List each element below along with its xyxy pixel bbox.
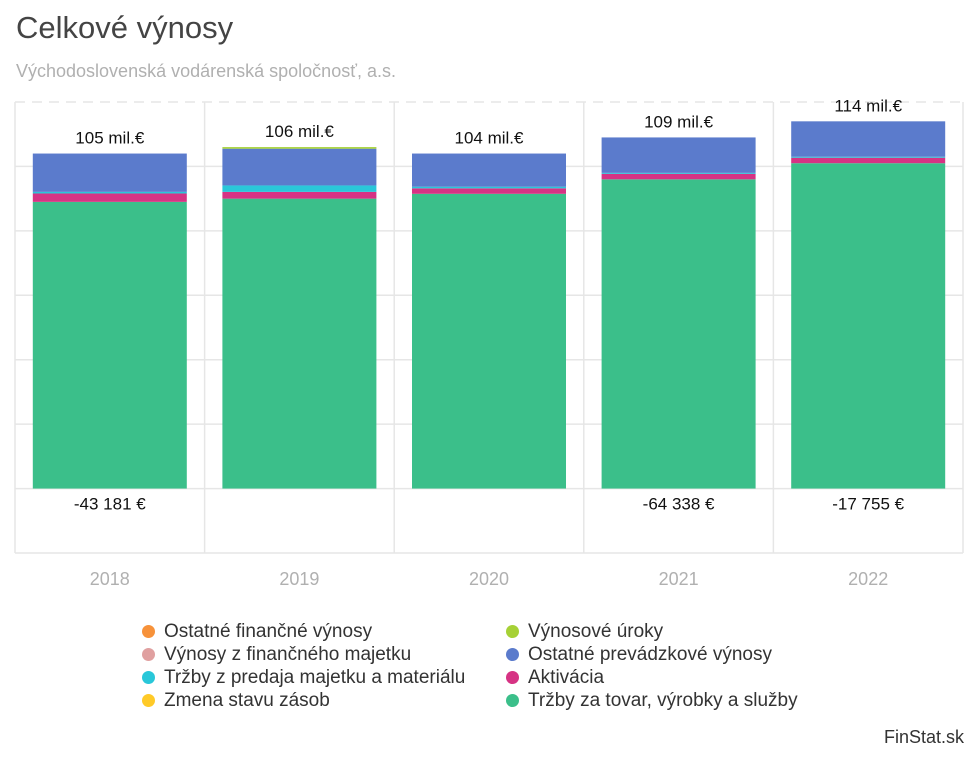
- bar-total-label: 104 mil.€: [455, 129, 525, 148]
- legend-item[interactable]: Tržby z predaja majetku a materiálu: [142, 666, 506, 689]
- bar-segment: [222, 191, 377, 199]
- legend-dot-icon: [142, 694, 155, 707]
- bar-total-label: 109 mil.€: [644, 112, 714, 131]
- legend-dot-icon: [142, 648, 155, 661]
- legend-item[interactable]: Výnosy z finančného majetku: [142, 643, 506, 666]
- bar-segment: [601, 173, 756, 180]
- bar-total-label: 105 mil.€: [75, 129, 145, 148]
- bar-segment: [412, 193, 566, 489]
- chart-title: Celkové výnosy: [16, 10, 234, 45]
- bar-segment: [791, 121, 946, 157]
- x-tick-label: 2020: [469, 569, 509, 589]
- bar-segment: [791, 157, 946, 164]
- negative-value-label: -64 338 €: [643, 495, 715, 514]
- legend-item[interactable]: Výnosové úroky: [506, 620, 836, 643]
- bar-segment: [601, 172, 756, 174]
- negative-value-label: -43 181 €: [74, 495, 146, 514]
- legend-item[interactable]: Aktivácia: [506, 666, 836, 689]
- bar-segment: [791, 156, 946, 158]
- legend-item[interactable]: Tržby za tovar, výrobky a služby: [506, 689, 836, 712]
- x-tick-label: 2022: [848, 569, 888, 589]
- legend-label: Tržby za tovar, výrobky a služby: [528, 689, 798, 711]
- legend-dot-icon: [506, 648, 519, 661]
- bar-segment: [222, 148, 377, 186]
- bar-segment: [32, 191, 187, 194]
- legend-label: Zmena stavu zásob: [164, 689, 330, 711]
- legend-label: Aktivácia: [528, 666, 605, 688]
- legend-label: Výnosové úroky: [528, 620, 664, 642]
- legend-dot-icon: [142, 671, 155, 684]
- x-tick-label: 2021: [659, 569, 699, 589]
- bar-segment: [32, 201, 187, 489]
- bar-segment: [222, 185, 377, 192]
- legend-label: Ostatné prevádzkové výnosy: [528, 643, 772, 665]
- legend-item[interactable]: Zmena stavu zásob: [142, 689, 506, 712]
- legend-label: Tržby z predaja majetku a materiálu: [164, 666, 466, 688]
- chart-subtitle: Východoslovenská vodárenská spoločnosť, …: [16, 61, 396, 81]
- bar-segment: [601, 137, 756, 173]
- bar-segment: [32, 153, 187, 192]
- x-tick-label: 2019: [279, 569, 319, 589]
- bar-segment: [412, 153, 566, 187]
- legend-dot-icon: [506, 625, 519, 638]
- legend-item[interactable]: Ostatné prevádzkové výnosy: [506, 643, 836, 666]
- bar-segment: [412, 188, 566, 194]
- chart-legend: Ostatné finančné výnosy Výnosové úroky V…: [142, 620, 836, 712]
- legend-label: Výnosy z finančného majetku: [164, 643, 412, 665]
- legend-item[interactable]: Ostatné finančné výnosy: [142, 620, 506, 643]
- finstat-credit[interactable]: FinStat.sk: [883, 727, 964, 747]
- legend-dot-icon: [506, 671, 519, 684]
- bar-total-label: 114 mil.€: [834, 96, 902, 115]
- legend-dot-icon: [506, 694, 519, 707]
- negative-value-label: -17 755 €: [832, 495, 904, 514]
- bar-segment: [32, 193, 187, 202]
- bar-segment: [791, 163, 946, 489]
- legend-label: Ostatné finančné výnosy: [164, 620, 373, 642]
- bar-segment: [222, 147, 377, 149]
- bar-segment: [222, 198, 377, 489]
- x-tick-label: 2018: [90, 569, 130, 589]
- bar-segment: [601, 179, 756, 489]
- legend-dot-icon: [142, 625, 155, 638]
- bar-total-label: 106 mil.€: [265, 122, 335, 141]
- bar-segment: [412, 186, 566, 189]
